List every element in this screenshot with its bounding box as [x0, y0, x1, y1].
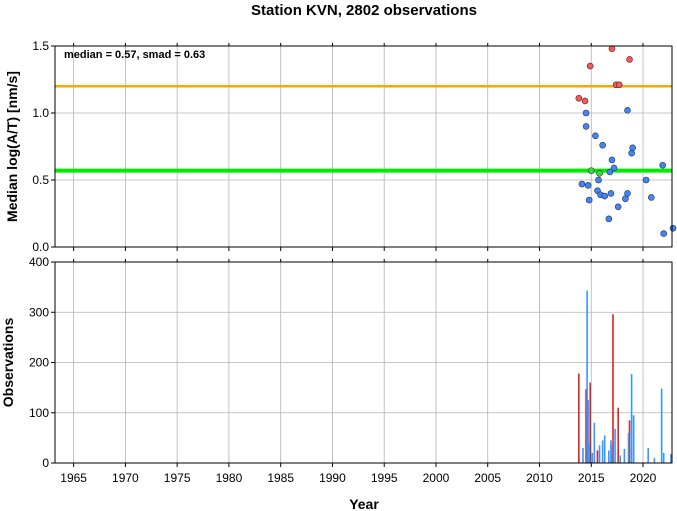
data-point	[610, 164, 618, 172]
data-point	[629, 144, 636, 152]
data-bar	[596, 450, 599, 463]
x-axis-label: Year	[349, 496, 379, 511]
data-point	[585, 196, 593, 204]
x-tick-label: 2020	[630, 471, 657, 485]
data-bar	[586, 290, 588, 463]
data-bar	[630, 374, 633, 463]
data-point	[586, 62, 594, 70]
data-bar	[623, 448, 626, 463]
data-bar	[632, 415, 635, 463]
data-bar	[647, 447, 649, 463]
data-point	[614, 203, 622, 211]
data-point	[624, 107, 631, 114]
data-point	[615, 81, 623, 89]
y-tick-label: 300	[29, 305, 49, 319]
data-bar	[610, 440, 612, 463]
stats-annotation: median = 0.57, smad = 0.63	[64, 49, 205, 61]
data-point	[606, 168, 614, 176]
data-bar	[614, 428, 616, 463]
data-point	[601, 192, 609, 200]
data-bar	[662, 452, 665, 463]
data-point	[578, 180, 586, 188]
data-point	[659, 161, 666, 169]
data-point	[592, 132, 599, 140]
data-point	[582, 123, 590, 130]
data-bar	[585, 389, 587, 463]
data-bar	[603, 435, 606, 463]
x-tick-label: 2000	[423, 471, 450, 485]
median-panel: 0.0 0.5 1.0 1.5 Median log(A/T) [nm/s] median…	[4, 39, 677, 254]
data-bar	[612, 314, 614, 463]
y-tick-label: 0.5	[32, 173, 49, 187]
data-bar	[628, 420, 631, 463]
data-point	[608, 156, 616, 164]
y-tick-label: 0	[42, 456, 49, 470]
data-bar	[578, 373, 580, 463]
data-point	[595, 176, 602, 184]
data-bar	[608, 450, 610, 463]
y-tick-label: 200	[29, 356, 49, 370]
y-axis-label: Median log(A/T) [nm/s]	[4, 71, 20, 222]
data-point	[596, 170, 603, 177]
data-point	[582, 109, 590, 117]
x-tick-label: 2015	[578, 471, 605, 485]
y-tick-label: 1.5	[32, 39, 49, 53]
y-tick-label: 100	[29, 406, 49, 420]
data-point	[587, 167, 595, 174]
data-bar	[627, 432, 630, 463]
data-point	[608, 45, 616, 52]
data-bar	[611, 445, 613, 463]
data-bar	[598, 445, 601, 463]
observations-panel: 0 100 200 300 400 Observations 1965 1970 1975 198…	[0, 255, 673, 485]
x-tick-label: 1980	[216, 471, 243, 485]
data-bar	[660, 388, 663, 463]
data-point	[581, 97, 589, 105]
data-point	[584, 182, 592, 189]
x-tick-label: 1990	[319, 471, 346, 485]
x-tick-label: 2010	[526, 471, 553, 485]
data-point	[599, 141, 606, 149]
data-point	[626, 56, 633, 63]
x-tick-label: 1970	[112, 471, 139, 485]
data-bar	[588, 444, 590, 463]
data-point	[642, 176, 650, 184]
data-point	[624, 190, 631, 197]
y-tick-label: 0.0	[32, 240, 49, 254]
data-point	[660, 230, 668, 237]
data-bar	[591, 452, 594, 463]
y-axis-label: Observations	[0, 318, 16, 408]
data-point	[647, 194, 655, 201]
y-tick-label: 400	[29, 255, 49, 269]
data-point	[607, 190, 615, 197]
data-point	[669, 224, 677, 232]
chart-title: Station KVN, 2802 observations	[251, 2, 477, 19]
x-tick-label: 1975	[164, 471, 191, 485]
x-tick-label: 1965	[60, 471, 87, 485]
data-point	[628, 149, 635, 157]
data-bar	[589, 382, 592, 463]
data-point	[605, 215, 613, 223]
data-bar	[593, 422, 596, 463]
data-bar	[582, 447, 584, 463]
y-tick-label: 1.0	[32, 106, 49, 120]
x-tick-label: 2005	[474, 471, 501, 485]
data-bar	[670, 453, 672, 463]
data-point	[575, 94, 583, 102]
data-bar	[617, 407, 619, 463]
x-tick-label: 1995	[371, 471, 398, 485]
data-bar	[601, 440, 604, 463]
data-bar	[653, 457, 656, 463]
data-bar	[619, 455, 622, 463]
x-tick-label: 1985	[267, 471, 294, 485]
data-bar	[587, 400, 589, 463]
panel-frame	[54, 45, 673, 248]
